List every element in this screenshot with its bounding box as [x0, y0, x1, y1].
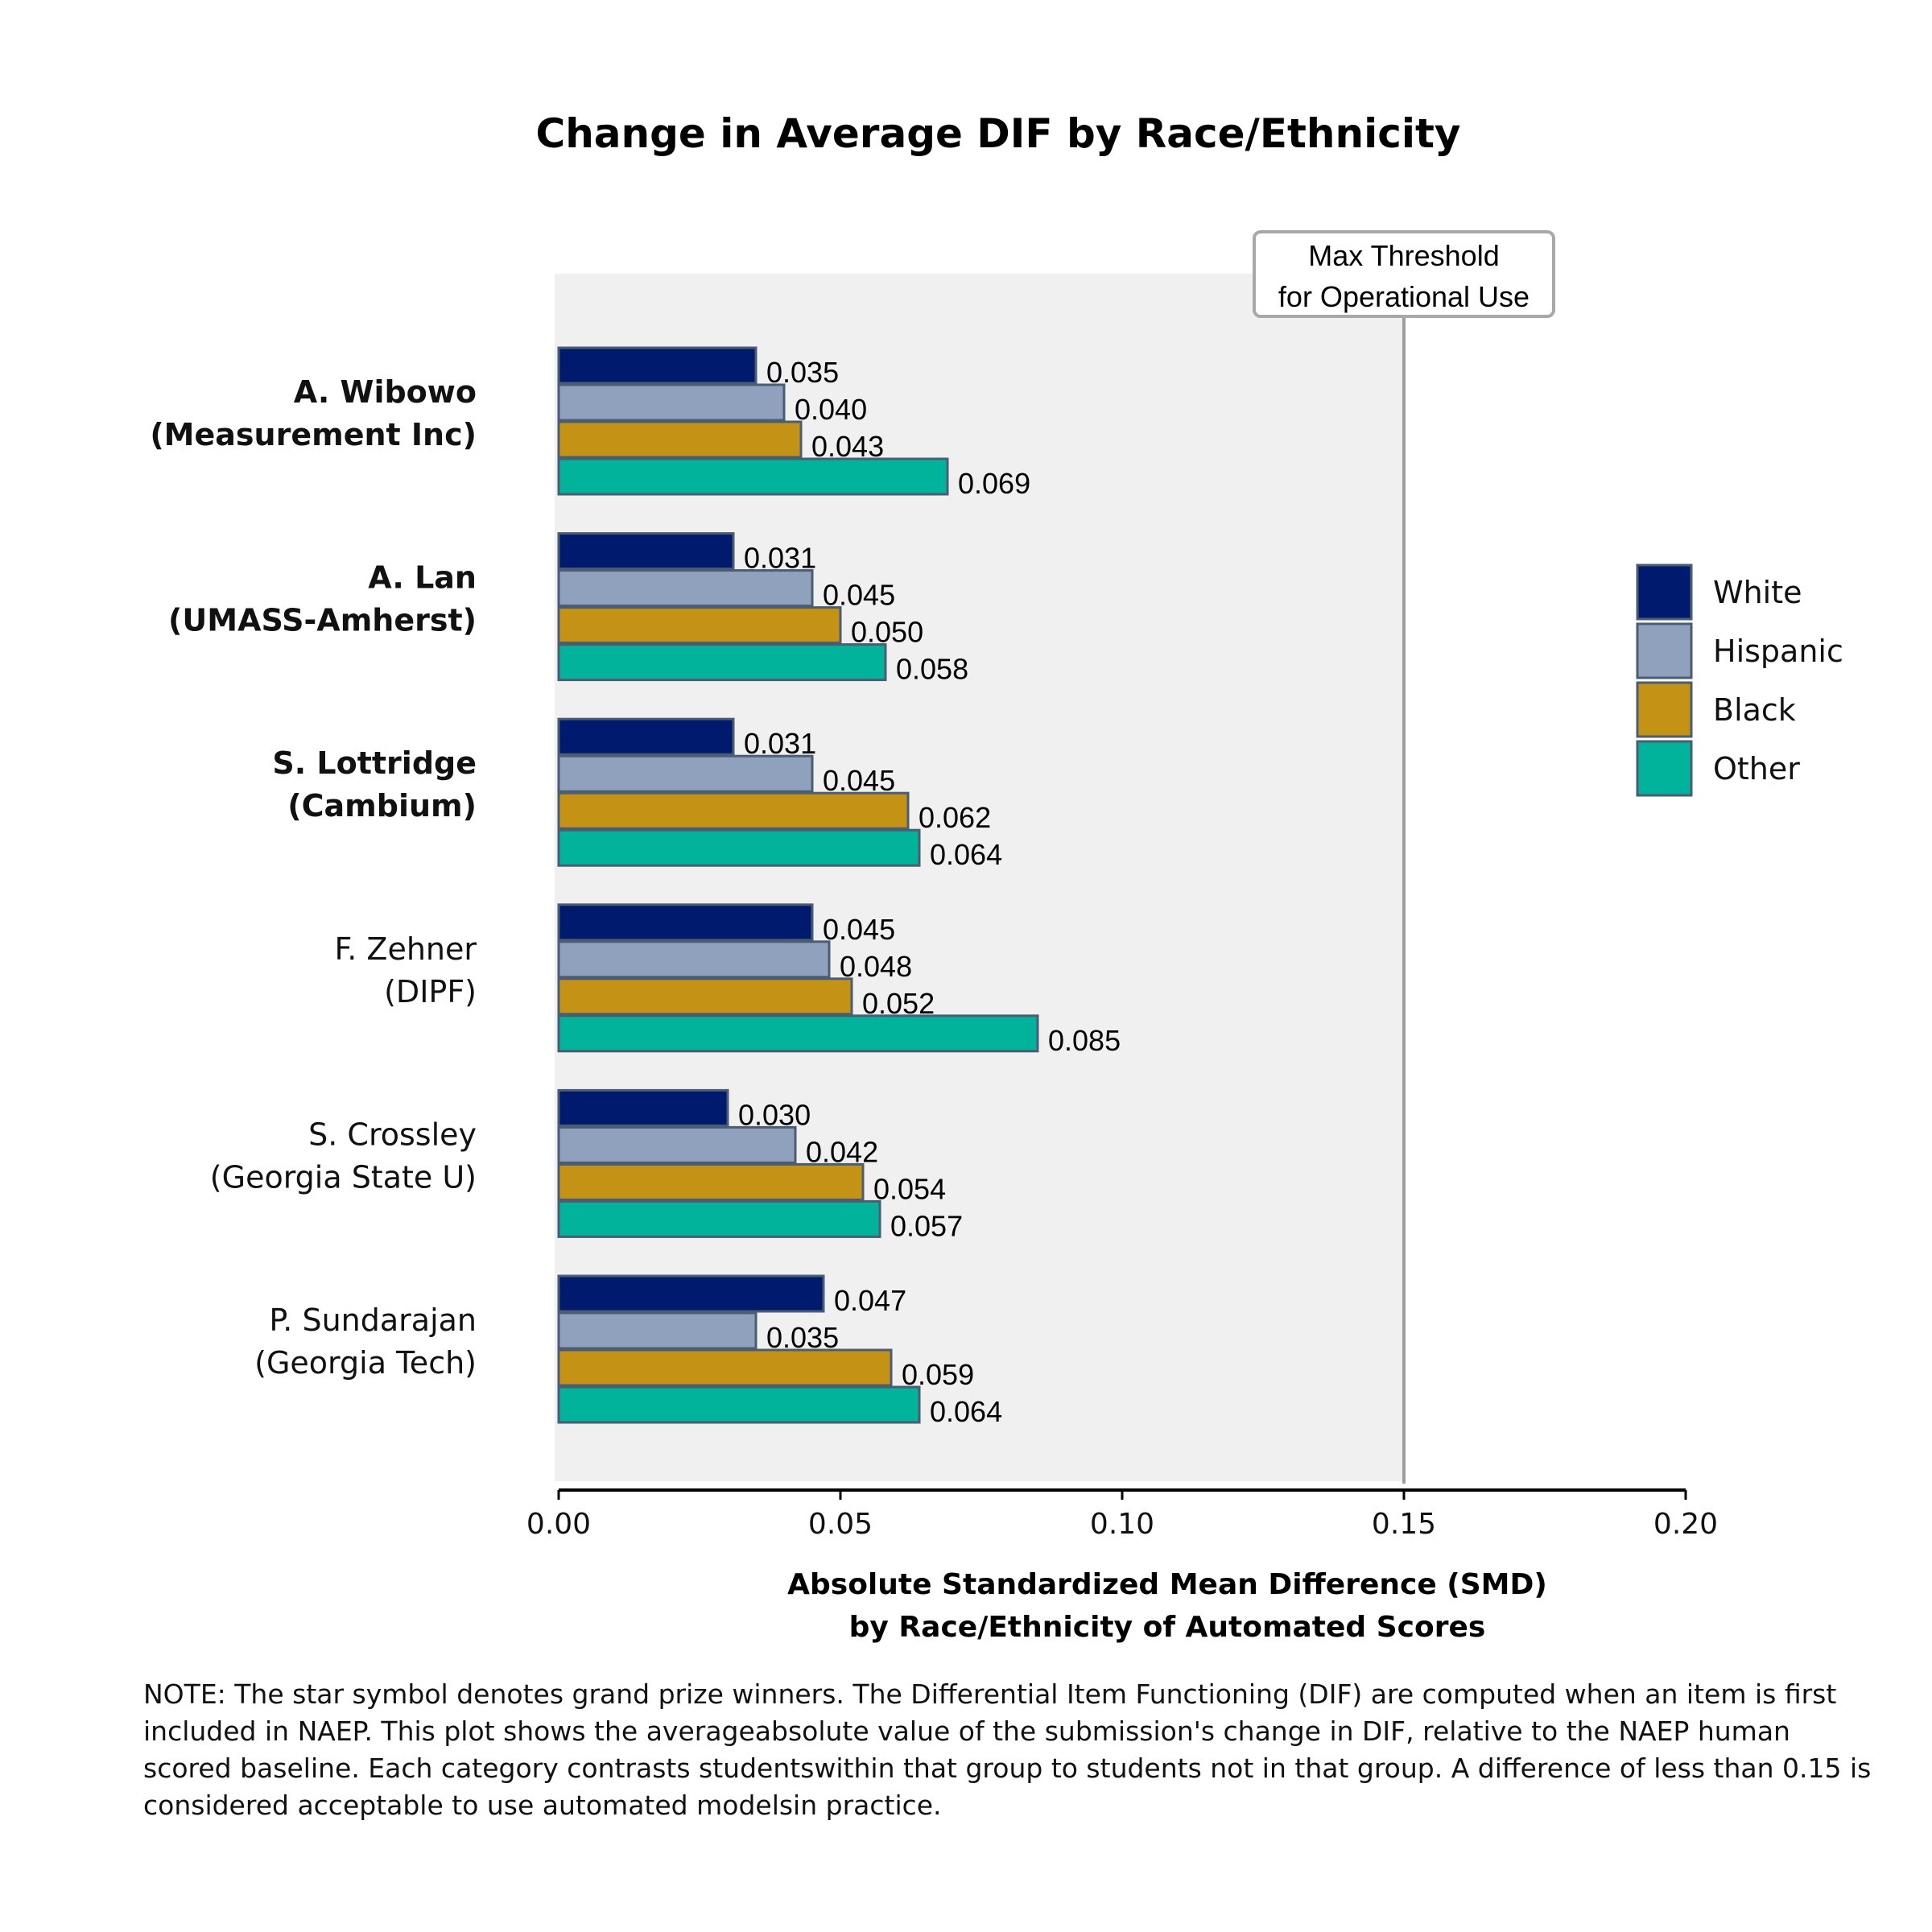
- category-name-label: A. Lan: [368, 560, 477, 596]
- category-org-label: (Cambium): [287, 788, 477, 824]
- category-name-label: S. Lottridge: [272, 745, 477, 781]
- bar-black: [557, 420, 803, 459]
- legend-label-other: Other: [1713, 751, 1800, 786]
- bar-white: [557, 717, 735, 756]
- bar-value-label: 0.054: [873, 1172, 946, 1205]
- bar-value-label: 0.030: [738, 1098, 811, 1131]
- category-org-label: (Measurement Inc): [150, 417, 477, 452]
- x-tick-label: 0.10: [1090, 1508, 1154, 1541]
- x-axis-title-line2: by Race/Ethnicity of Automated Scores: [849, 1611, 1486, 1644]
- category-org-label: (Georgia State U): [210, 1159, 477, 1195]
- x-tick-label: 0.15: [1372, 1508, 1436, 1541]
- bar-value-label: 0.031: [744, 727, 816, 760]
- category-name-label: S. Crossley: [308, 1117, 477, 1152]
- bar-value-label: 0.057: [890, 1209, 963, 1242]
- bar-value-label: 0.059: [902, 1358, 974, 1391]
- bar-value-label: 0.050: [851, 616, 923, 649]
- bar-black: [557, 606, 842, 645]
- bar-value-label: 0.048: [840, 950, 912, 983]
- bar-white: [557, 903, 814, 942]
- bar-value-label: 0.064: [930, 1395, 1002, 1428]
- category-name-label: A. Wibowo: [294, 374, 477, 410]
- bar-other: [557, 1014, 1039, 1053]
- bar-value-label: 0.064: [930, 838, 1002, 871]
- threshold-label-line1: Max Threshold: [1308, 239, 1499, 272]
- bar-black: [557, 1348, 893, 1387]
- bar-value-label: 0.043: [811, 430, 884, 463]
- bar-white: [557, 1274, 825, 1313]
- category-org-label: (DIPF): [384, 974, 477, 1009]
- category-org-label: (UMASS-Amherst): [168, 603, 477, 638]
- bar-value-label: 0.040: [795, 393, 867, 426]
- bar-value-label: 0.069: [958, 467, 1030, 500]
- x-tick-label: 0.00: [526, 1508, 591, 1541]
- legend-swatch-hispanic: [1636, 622, 1693, 679]
- bar-value-label: 0.045: [823, 913, 895, 946]
- footnote: NOTE: The star symbol denotes grand priz…: [143, 1678, 1872, 1821]
- bar-white: [557, 1088, 729, 1127]
- bar-value-label: 0.031: [744, 542, 816, 575]
- legend-swatch-black: [1636, 681, 1693, 738]
- bar-value-label: 0.062: [919, 801, 991, 834]
- bar-black: [557, 1162, 865, 1201]
- legend-label-hispanic: Hispanic: [1713, 634, 1843, 669]
- bar-value-label: 0.058: [896, 653, 968, 686]
- bar-hispanic: [557, 754, 814, 793]
- bar-other: [557, 828, 921, 867]
- legend-label-black: Black: [1713, 692, 1796, 728]
- x-axis-title-line1: Absolute Standardized Mean Difference (S…: [787, 1568, 1547, 1601]
- x-tick-label: 0.05: [808, 1508, 873, 1541]
- bar-hispanic: [557, 940, 831, 979]
- bar-black: [557, 791, 910, 830]
- bar-value-label: 0.045: [823, 764, 895, 797]
- bar-value-label: 0.035: [766, 356, 839, 389]
- bar-value-label: 0.085: [1048, 1024, 1121, 1057]
- bar-value-label: 0.035: [766, 1321, 839, 1354]
- bar-other: [557, 1199, 881, 1238]
- category-org-label: (Georgia Tech): [254, 1345, 477, 1381]
- bar-hispanic: [557, 1311, 758, 1350]
- threshold-label-line2: for Operational Use: [1278, 280, 1530, 313]
- bar-black: [557, 977, 853, 1016]
- bar-value-label: 0.042: [806, 1135, 878, 1168]
- bar-hispanic: [557, 383, 786, 422]
- bar-value-label: 0.052: [862, 987, 935, 1020]
- chart-title: Change in Average DIF by Race/Ethnicity: [536, 110, 1461, 157]
- bar-white: [557, 346, 758, 385]
- bar-other: [557, 1385, 921, 1424]
- bar-hispanic: [557, 1125, 797, 1164]
- legend-swatch-other: [1636, 740, 1693, 797]
- x-tick-label: 0.20: [1653, 1508, 1718, 1541]
- bar-other: [557, 643, 887, 682]
- category-name-label: F. Zehner: [335, 931, 477, 967]
- bar-hispanic: [557, 569, 814, 608]
- bar-value-label: 0.045: [823, 579, 895, 612]
- threshold-label-box: [1253, 230, 1555, 318]
- legend-label-white: White: [1713, 575, 1802, 610]
- legend-swatch-white: [1636, 564, 1693, 621]
- bar-value-label: 0.047: [834, 1284, 906, 1317]
- bar-white: [557, 532, 735, 571]
- category-name-label: P. Sundarajan: [269, 1302, 477, 1338]
- bar-other: [557, 457, 949, 496]
